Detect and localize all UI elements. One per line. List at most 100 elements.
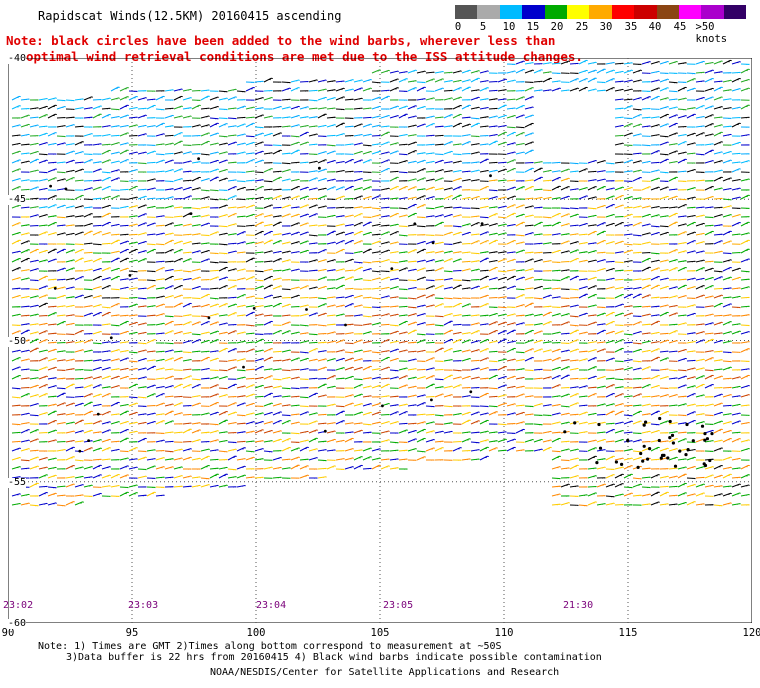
wind-barb xyxy=(677,473,687,479)
wind-barb xyxy=(110,401,120,407)
wind-barb xyxy=(560,223,570,227)
wind-barb xyxy=(407,414,417,416)
wind-barb xyxy=(227,179,237,182)
wind-barb xyxy=(326,296,336,299)
wind-barb xyxy=(614,360,624,363)
wind-barb xyxy=(56,99,66,102)
wind-barb xyxy=(650,486,660,488)
wind-barb xyxy=(407,268,417,272)
wind-barb xyxy=(11,231,21,236)
quality-circle xyxy=(469,390,473,394)
wind-barb xyxy=(92,207,102,209)
wind-barb xyxy=(515,151,525,155)
wind-barb xyxy=(533,438,543,443)
wind-barb xyxy=(83,376,93,380)
wind-barb xyxy=(29,313,39,317)
wind-barb xyxy=(74,360,84,362)
wind-barb xyxy=(560,405,570,408)
wind-barb xyxy=(497,141,507,146)
wind-barb xyxy=(443,206,453,209)
wind-barb xyxy=(461,223,471,227)
wind-barb xyxy=(137,240,147,245)
wind-barb xyxy=(20,123,30,128)
wind-barb xyxy=(83,159,93,164)
wind-barb xyxy=(200,171,210,173)
wind-barb xyxy=(299,116,309,119)
wind-barb xyxy=(470,195,480,200)
wind-barb xyxy=(677,458,687,461)
wind-barb xyxy=(461,458,471,461)
wind-barb xyxy=(263,411,273,416)
wind-barb xyxy=(173,140,183,146)
wind-barb xyxy=(578,293,588,299)
wind-barb xyxy=(515,304,525,308)
wind-barb xyxy=(407,115,417,119)
wind-barb xyxy=(740,160,750,164)
wind-barb xyxy=(119,450,129,453)
wind-barb xyxy=(56,267,66,272)
wind-barb xyxy=(515,261,525,263)
wind-barb xyxy=(74,243,84,246)
wind-barb xyxy=(434,153,444,156)
wind-barb xyxy=(605,495,615,498)
wind-barb xyxy=(722,252,732,255)
wind-barb xyxy=(56,216,66,219)
wind-barb xyxy=(578,411,588,416)
wind-barb xyxy=(155,95,165,101)
wind-barb xyxy=(425,405,435,408)
wind-barb xyxy=(677,492,687,497)
wind-barb xyxy=(713,169,723,173)
wind-barb xyxy=(254,279,264,282)
wind-barb xyxy=(695,206,705,209)
wind-barb xyxy=(623,333,633,336)
wind-barb xyxy=(587,69,597,74)
wind-barb xyxy=(146,125,156,128)
wind-barb xyxy=(272,302,282,308)
wind-barb xyxy=(344,134,354,137)
wind-barb xyxy=(632,331,642,335)
wind-barb xyxy=(110,108,120,111)
wind-barb xyxy=(632,160,642,164)
wind-barb xyxy=(434,205,444,209)
wind-barb xyxy=(209,159,219,164)
wind-barb xyxy=(551,395,561,398)
wind-barb xyxy=(272,144,282,147)
wind-barb xyxy=(497,423,507,426)
wind-barb xyxy=(371,376,381,380)
wind-barb xyxy=(497,338,507,344)
wind-barb xyxy=(569,386,579,389)
wind-barb xyxy=(173,423,183,425)
wind-barb xyxy=(560,393,570,398)
wind-barb xyxy=(11,493,21,497)
wind-barb xyxy=(173,206,183,209)
wind-barb xyxy=(299,213,309,218)
wind-barb xyxy=(578,431,588,434)
wind-barb xyxy=(335,180,345,182)
wind-barb xyxy=(524,161,534,164)
wind-barb xyxy=(677,438,687,443)
wind-barb xyxy=(677,260,687,263)
wind-barb xyxy=(353,278,363,281)
wind-barb xyxy=(299,313,309,317)
wind-barb xyxy=(11,250,21,254)
wind-barb xyxy=(641,116,651,119)
wind-barb xyxy=(497,78,507,83)
wind-barb xyxy=(29,224,39,227)
wind-barb xyxy=(65,296,75,299)
wind-barb xyxy=(470,340,480,344)
wind-barb xyxy=(236,395,246,398)
wind-barb xyxy=(569,359,579,362)
wind-barb xyxy=(497,114,507,119)
wind-barb xyxy=(497,223,507,227)
wind-barb xyxy=(11,502,21,506)
wind-barb xyxy=(650,423,660,426)
wind-barb xyxy=(614,107,624,110)
wind-barb xyxy=(722,266,732,272)
wind-barb xyxy=(434,169,444,173)
wind-barb xyxy=(704,160,714,164)
wind-barb xyxy=(722,492,732,497)
wind-barb xyxy=(101,393,111,398)
wind-barb xyxy=(542,341,552,344)
wind-barb xyxy=(47,474,57,479)
wind-barb xyxy=(722,456,732,461)
